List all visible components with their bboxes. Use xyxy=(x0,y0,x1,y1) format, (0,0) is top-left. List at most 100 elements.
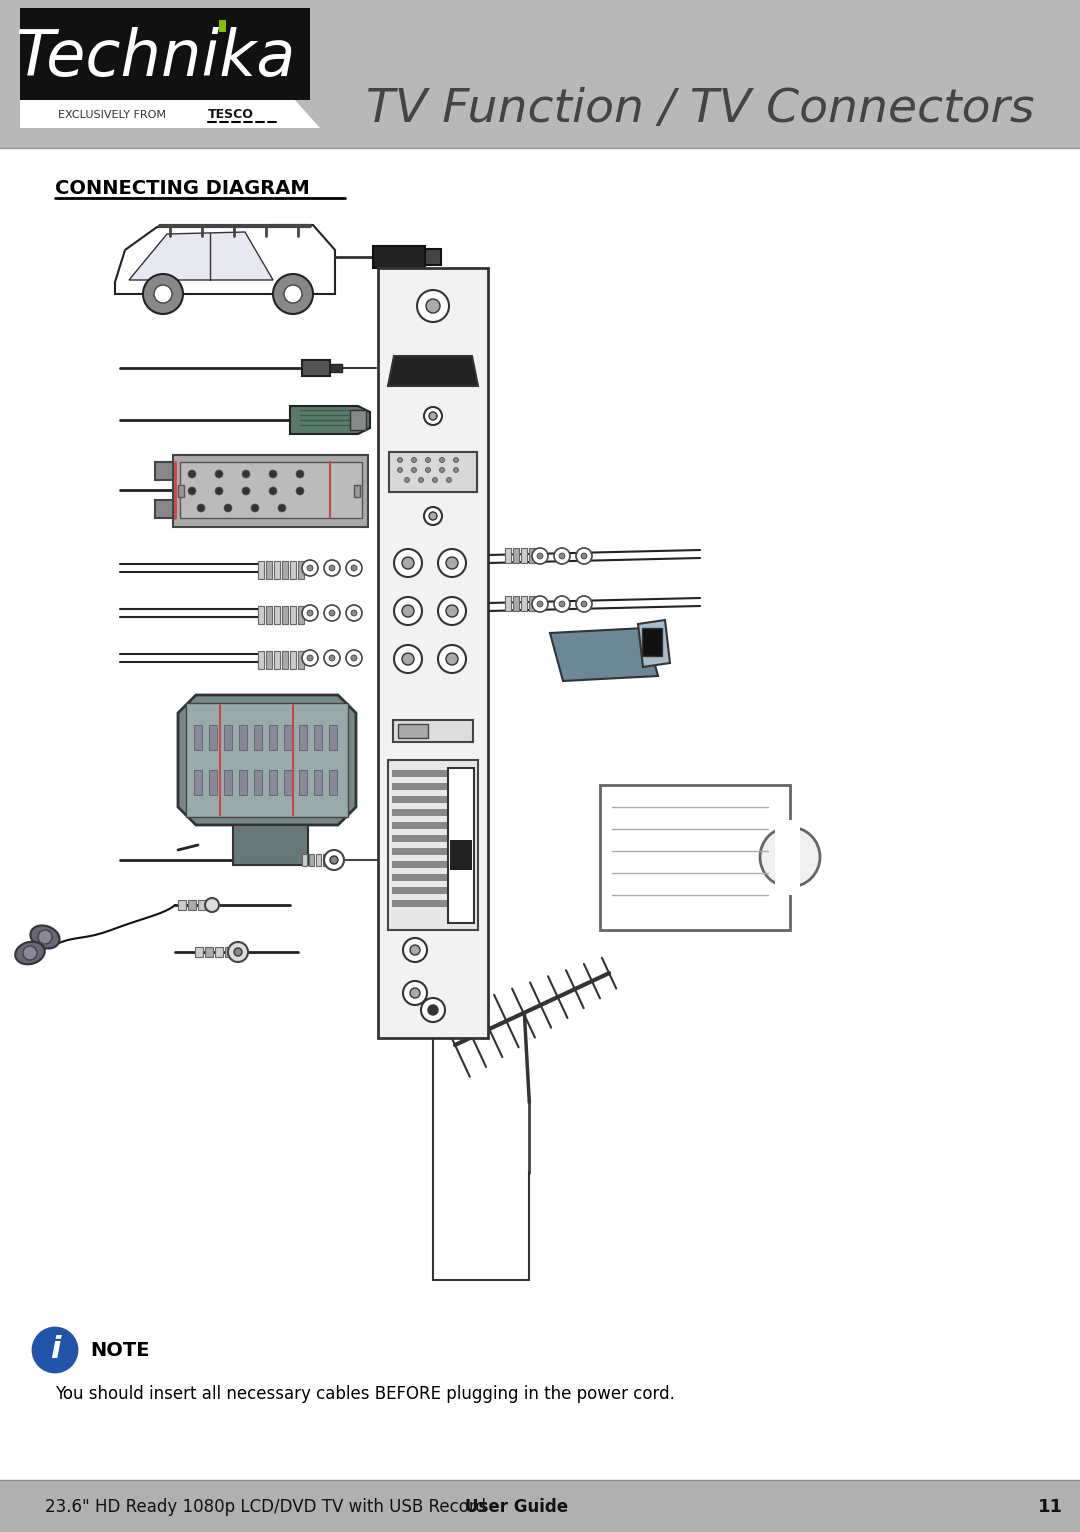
Bar xyxy=(224,771,232,795)
Bar xyxy=(219,20,226,32)
Circle shape xyxy=(307,610,313,616)
Bar xyxy=(291,561,296,579)
Circle shape xyxy=(446,558,458,568)
Polygon shape xyxy=(21,100,320,129)
Circle shape xyxy=(554,548,570,564)
Circle shape xyxy=(302,650,318,666)
Bar xyxy=(178,486,184,496)
Circle shape xyxy=(397,458,403,463)
Bar xyxy=(0,149,1080,1498)
Circle shape xyxy=(324,650,340,666)
Text: CONNECTING DIAGRAM: CONNECTING DIAGRAM xyxy=(55,179,310,198)
Bar xyxy=(284,725,292,751)
Circle shape xyxy=(346,561,362,576)
Polygon shape xyxy=(295,100,340,149)
Bar xyxy=(274,607,280,624)
Circle shape xyxy=(426,458,431,463)
Bar xyxy=(329,725,337,751)
Bar xyxy=(388,760,478,930)
Bar xyxy=(505,548,511,562)
Bar xyxy=(205,947,213,958)
Bar xyxy=(195,947,203,958)
Bar xyxy=(314,771,322,795)
Bar xyxy=(392,809,447,817)
Circle shape xyxy=(421,997,445,1022)
Bar xyxy=(302,360,330,375)
Text: TESCO: TESCO xyxy=(208,109,254,121)
Bar xyxy=(450,840,472,870)
Circle shape xyxy=(446,478,451,483)
Bar xyxy=(513,596,519,611)
Text: i: i xyxy=(50,1336,60,1365)
Circle shape xyxy=(446,605,458,617)
Bar xyxy=(392,873,447,881)
Bar xyxy=(210,725,217,751)
Circle shape xyxy=(419,478,423,483)
Bar xyxy=(775,820,800,895)
Bar xyxy=(258,607,264,624)
Bar xyxy=(291,651,296,669)
Circle shape xyxy=(143,274,183,314)
Polygon shape xyxy=(638,620,670,666)
Circle shape xyxy=(537,553,543,559)
Bar xyxy=(642,628,662,656)
Text: Technika: Technika xyxy=(15,28,295,89)
Circle shape xyxy=(329,610,335,616)
Bar xyxy=(392,849,447,855)
Circle shape xyxy=(251,504,259,512)
Circle shape xyxy=(410,945,420,954)
Bar xyxy=(0,0,1080,149)
Bar xyxy=(210,771,217,795)
Bar xyxy=(282,651,288,669)
Circle shape xyxy=(581,553,588,559)
Bar xyxy=(389,452,477,492)
Circle shape xyxy=(402,653,414,665)
Bar xyxy=(392,899,447,907)
Ellipse shape xyxy=(30,925,59,948)
Circle shape xyxy=(296,487,303,495)
Circle shape xyxy=(446,653,458,665)
Bar xyxy=(269,725,276,751)
Bar xyxy=(178,899,186,910)
Bar xyxy=(373,247,426,268)
Circle shape xyxy=(188,470,195,478)
Circle shape xyxy=(351,565,357,571)
Circle shape xyxy=(188,487,195,495)
Bar xyxy=(330,365,342,372)
Polygon shape xyxy=(129,231,273,280)
Circle shape xyxy=(234,948,242,956)
Bar xyxy=(266,607,272,624)
Bar xyxy=(426,250,441,265)
Bar xyxy=(354,486,360,496)
Bar xyxy=(316,853,321,866)
Bar xyxy=(291,607,296,624)
Circle shape xyxy=(429,512,437,519)
Circle shape xyxy=(324,605,340,620)
Bar xyxy=(284,771,292,795)
Bar xyxy=(254,771,262,795)
Bar xyxy=(239,725,247,751)
Bar xyxy=(282,607,288,624)
Circle shape xyxy=(581,601,588,607)
Bar xyxy=(194,725,202,751)
Circle shape xyxy=(302,561,318,576)
Circle shape xyxy=(205,898,219,912)
Circle shape xyxy=(269,470,276,478)
Circle shape xyxy=(428,1005,438,1016)
Circle shape xyxy=(405,478,409,483)
Bar xyxy=(274,651,280,669)
Circle shape xyxy=(559,601,565,607)
Circle shape xyxy=(403,938,427,962)
Circle shape xyxy=(33,1328,77,1373)
Bar xyxy=(156,499,175,518)
Circle shape xyxy=(438,645,465,673)
Bar xyxy=(266,651,272,669)
Bar xyxy=(254,725,262,751)
Bar xyxy=(0,1480,1080,1532)
Circle shape xyxy=(454,458,459,463)
Circle shape xyxy=(454,467,459,472)
Bar xyxy=(329,771,337,795)
Polygon shape xyxy=(550,628,658,682)
Bar xyxy=(186,703,348,817)
Polygon shape xyxy=(389,452,477,492)
